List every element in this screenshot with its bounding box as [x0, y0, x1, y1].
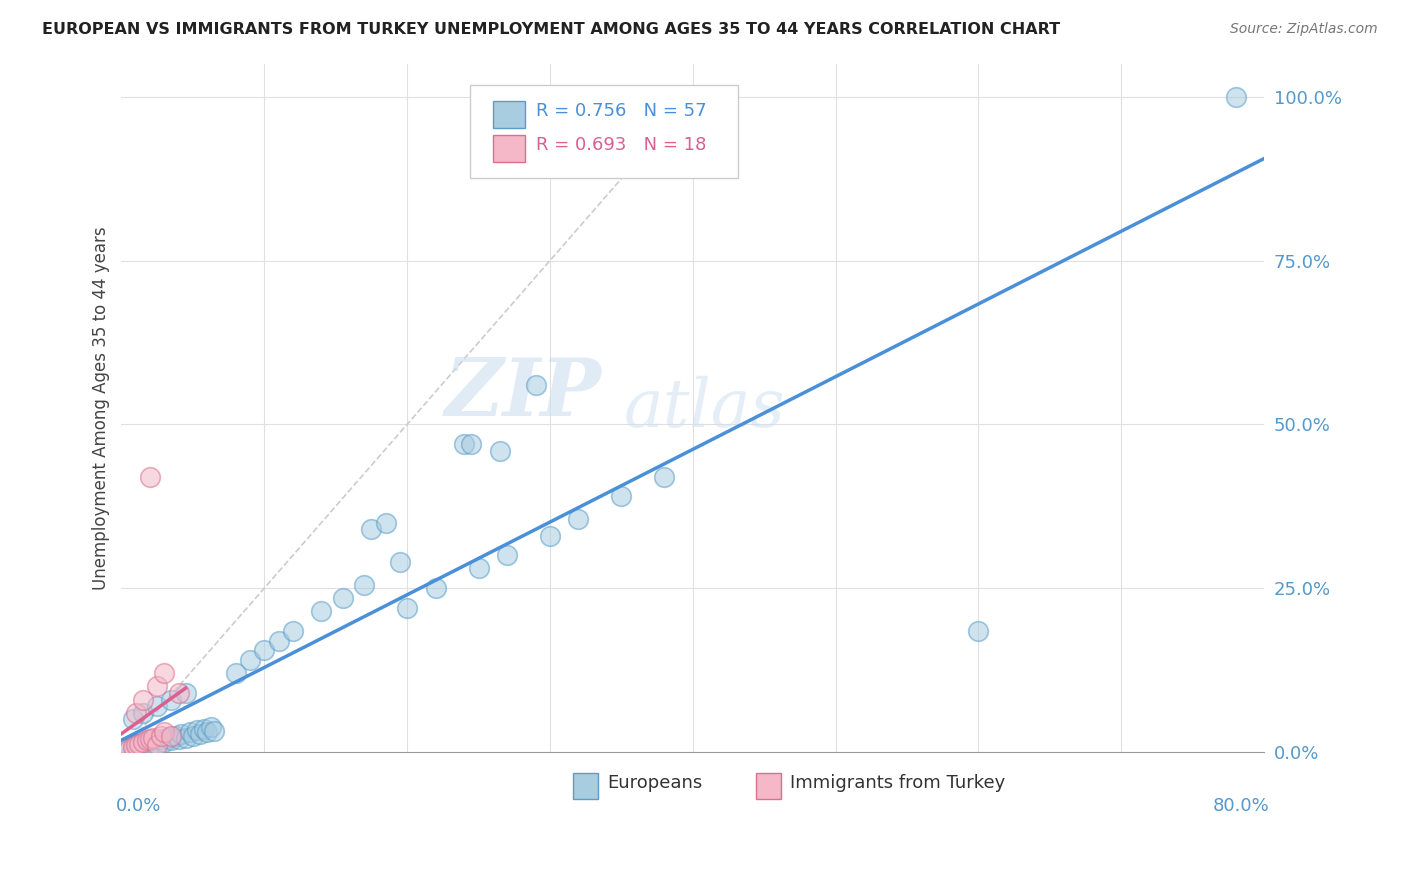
Point	[193, 722, 215, 736]
Point	[652, 469, 675, 483]
Point	[610, 490, 633, 504]
Point	[122, 739, 145, 754]
Point	[253, 643, 276, 657]
Point	[360, 522, 382, 536]
Point	[202, 723, 225, 738]
Point	[117, 741, 139, 756]
Point	[967, 624, 990, 638]
Point	[167, 686, 190, 700]
Point	[132, 706, 155, 720]
Point	[125, 706, 148, 720]
Point	[225, 666, 247, 681]
Point	[170, 726, 193, 740]
Point	[128, 737, 150, 751]
Y-axis label: Unemployment Among Ages 35 to 44 years: Unemployment Among Ages 35 to 44 years	[93, 227, 110, 590]
Point	[425, 581, 447, 595]
Text: R = 0.756   N = 57: R = 0.756 N = 57	[536, 102, 707, 120]
Point	[136, 733, 159, 747]
Point	[160, 692, 183, 706]
Point	[374, 516, 396, 530]
Bar	[492, 101, 524, 128]
Point	[567, 512, 589, 526]
Point	[179, 725, 201, 739]
Point	[200, 720, 222, 734]
Point	[181, 729, 204, 743]
Point	[157, 731, 180, 745]
Point	[267, 633, 290, 648]
Point	[467, 561, 489, 575]
Point	[146, 699, 169, 714]
Point	[132, 735, 155, 749]
Point	[174, 686, 197, 700]
Text: Immigrants from Turkey: Immigrants from Turkey	[790, 774, 1005, 792]
Point	[117, 741, 139, 756]
Point	[160, 733, 183, 747]
Point	[122, 739, 145, 754]
Point	[128, 737, 150, 751]
Text: Europeans: Europeans	[607, 774, 703, 792]
Point	[139, 739, 162, 753]
Point	[489, 443, 512, 458]
Point	[153, 666, 176, 681]
Bar	[572, 772, 598, 798]
Point	[150, 731, 173, 746]
Point	[142, 733, 165, 747]
Text: R = 0.693   N = 18: R = 0.693 N = 18	[536, 136, 707, 154]
Point	[165, 729, 187, 743]
Point	[332, 591, 354, 605]
Point	[353, 578, 375, 592]
Text: 0.0%: 0.0%	[115, 797, 162, 814]
Point	[132, 739, 155, 754]
Point	[174, 731, 197, 745]
FancyBboxPatch shape	[470, 85, 738, 178]
Point	[146, 739, 169, 753]
Point	[396, 600, 419, 615]
Point	[139, 469, 162, 483]
Text: EUROPEAN VS IMMIGRANTS FROM TURKEY UNEMPLOYMENT AMONG AGES 35 TO 44 YEARS CORREL: EUROPEAN VS IMMIGRANTS FROM TURKEY UNEMP…	[42, 22, 1060, 37]
Point	[195, 725, 218, 739]
Point	[281, 624, 304, 638]
Point	[153, 725, 176, 739]
Point	[160, 729, 183, 743]
Point	[136, 735, 159, 749]
Point	[186, 723, 208, 738]
Point	[139, 731, 162, 746]
Point	[524, 378, 547, 392]
Point	[142, 731, 165, 745]
Text: atlas: atlas	[624, 376, 786, 441]
Point	[188, 726, 211, 740]
Point	[538, 529, 561, 543]
Point	[460, 437, 482, 451]
Point	[1225, 90, 1247, 104]
Bar	[492, 135, 524, 162]
Point	[132, 692, 155, 706]
Point	[496, 549, 519, 563]
Point	[146, 737, 169, 751]
Point	[311, 604, 333, 618]
Point	[153, 735, 176, 749]
Point	[388, 555, 411, 569]
Bar	[755, 772, 780, 798]
Point	[167, 731, 190, 746]
Text: Source: ZipAtlas.com: Source: ZipAtlas.com	[1230, 22, 1378, 37]
Point	[125, 739, 148, 753]
Point	[122, 712, 145, 726]
Text: ZIP: ZIP	[444, 356, 602, 433]
Point	[146, 680, 169, 694]
Point	[239, 653, 262, 667]
Text: 80.0%: 80.0%	[1213, 797, 1270, 814]
Point	[150, 729, 173, 743]
Point	[125, 739, 148, 753]
Point	[453, 437, 475, 451]
